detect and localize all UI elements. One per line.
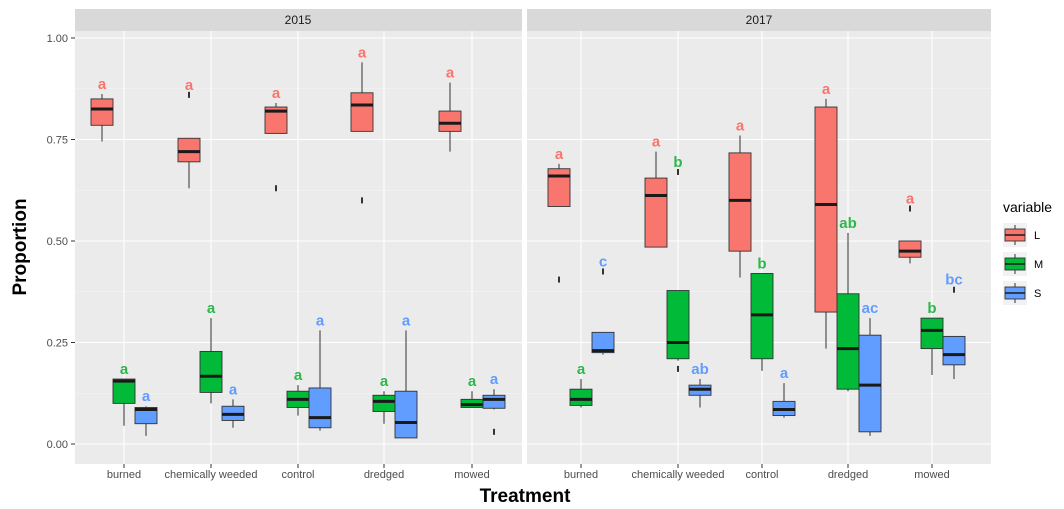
x-tick-label-mowed: mowed	[454, 469, 489, 481]
box-2015-chemically-weeded-M	[199, 350, 223, 393]
y-axis-ticks: 0.00 0.25 0.50 0.75 1.00	[47, 33, 75, 451]
significance-letter-2015-dredged-M: a	[380, 373, 389, 390]
x-tick-label-control: control	[745, 469, 778, 481]
x-tick-label-mowed: mowed	[914, 469, 949, 481]
grid-lines	[75, 31, 991, 464]
significance-letter-2015-chemically-weeded-M: a	[207, 300, 216, 317]
significance-letter-2015-burned-M: a	[120, 361, 129, 378]
significance-letter-2015-control-L: a	[272, 85, 281, 102]
legend: variable L M S	[1003, 199, 1052, 305]
significance-letter-2017-mowed-S: bc	[945, 272, 963, 289]
box-2017-burned-S	[591, 331, 615, 354]
box-2015-control-S	[308, 387, 332, 429]
box-2015-dredged-S	[394, 390, 418, 439]
significance-letter-2017-burned-M: a	[577, 361, 586, 378]
y-tick-label: 1.00	[47, 33, 68, 45]
box-2017-mowed-M	[920, 317, 944, 350]
significance-letter-2015-dredged-L: a	[358, 44, 367, 61]
legend-label-M: M	[1034, 259, 1043, 271]
y-tick-label: 0.00	[47, 439, 68, 451]
significance-letter-2015-chemically-weeded-S: a	[229, 381, 238, 398]
legend-label-S: S	[1034, 288, 1041, 300]
significance-letter-2017-control-M: b	[757, 255, 766, 272]
box-2015-control-L	[264, 106, 288, 134]
significance-letter-2015-mowed-M: a	[468, 373, 477, 390]
box-2017-mowed-L	[898, 240, 922, 258]
x-axis-title: Treatment	[480, 486, 571, 507]
box-2017-chemically-weeded-L	[644, 177, 668, 248]
significance-letter-2015-chemically-weeded-L: a	[185, 77, 194, 94]
x-tick-label-chemically-weeded: chemically weeded	[632, 469, 725, 481]
box-2015-dredged-M	[372, 394, 396, 412]
panel-title-2015: 2015	[285, 13, 312, 27]
x-tick-label-dredged: dredged	[828, 469, 868, 481]
box-2015-mowed-L	[438, 110, 462, 132]
significance-letter-2015-burned-L: a	[98, 76, 107, 93]
y-tick-label: 0.25	[47, 338, 68, 350]
box-2015-burned-L	[90, 98, 114, 126]
strip-header-2017	[527, 9, 991, 31]
significance-letter-2017-dredged-M: ab	[839, 215, 857, 232]
significance-letter-2017-burned-L: a	[555, 146, 564, 163]
legend-title: variable	[1003, 199, 1052, 215]
x-tick-label-burned: burned	[564, 469, 598, 481]
box-2017-mowed-S	[942, 335, 966, 366]
boxes	[90, 91, 966, 439]
box-2017-dredged-S	[858, 334, 882, 433]
significance-letter-2017-control-L: a	[736, 117, 745, 134]
strip-header-2015	[75, 9, 522, 31]
panel-title-2017: 2017	[746, 13, 773, 27]
x-axis-ticks: burned chemically weeded control dredged mow…	[107, 464, 950, 481]
significance-letter-2017-dredged-L: a	[822, 81, 831, 98]
significance-letter-2015-dredged-S: a	[402, 312, 411, 329]
box-2015-burned-M	[112, 378, 136, 404]
significance-letter-2017-dredged-S: ac	[862, 300, 879, 317]
box-2017-chemically-weeded-M	[666, 290, 690, 360]
significance-letter-2015-burned-S: a	[142, 388, 151, 405]
significance-letter-2017-burned-S: c	[599, 253, 607, 270]
box-2015-mowed-S	[482, 394, 506, 409]
whiskers	[101, 62, 955, 436]
significance-letter-2017-chemically-weeded-M: b	[673, 154, 682, 171]
significance-letter-2017-mowed-M: b	[927, 300, 936, 317]
box-2017-burned-M	[569, 388, 593, 406]
box-2017-burned-L	[547, 168, 571, 207]
significance-letter-2017-mowed-L: a	[906, 191, 915, 208]
y-tick-label: 0.50	[47, 236, 68, 248]
x-tick-label-chemically-weeded: chemically weeded	[165, 469, 258, 481]
significance-letter-2017-control-S: a	[780, 365, 789, 382]
box-2017-dredged-M	[836, 293, 860, 390]
box-2017-dredged-L	[814, 106, 838, 313]
significance-letter-2015-mowed-L: a	[446, 65, 455, 82]
significance-letter-2017-chemically-weeded-L: a	[652, 134, 661, 151]
box-2017-control-L	[728, 152, 752, 252]
box-2015-chemically-weeded-L	[177, 137, 201, 163]
box-2015-dredged-L	[350, 92, 374, 132]
legend-label-L: L	[1034, 230, 1040, 242]
significance-letter-2015-control-M: a	[294, 367, 303, 384]
significance-letter-2015-mowed-S: a	[490, 371, 499, 388]
x-tick-label-control: control	[281, 469, 314, 481]
significance-letter-2015-control-S: a	[316, 312, 325, 329]
significance-letter-2017-chemically-weeded-S: ab	[691, 361, 709, 378]
y-tick-label: 0.75	[47, 135, 68, 147]
y-axis-title: Proportion	[10, 198, 31, 295]
box-2015-burned-S	[134, 407, 158, 425]
x-tick-label-dredged: dredged	[364, 469, 404, 481]
x-tick-label-burned: burned	[107, 469, 141, 481]
